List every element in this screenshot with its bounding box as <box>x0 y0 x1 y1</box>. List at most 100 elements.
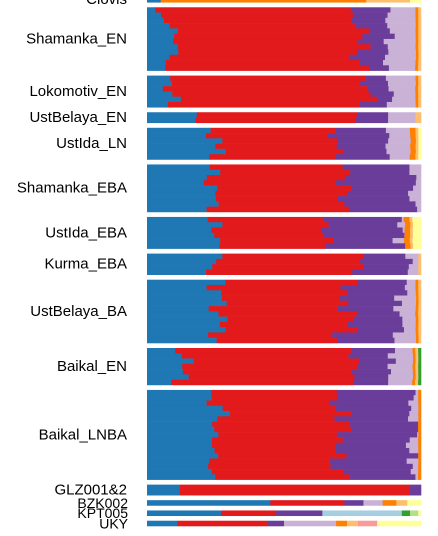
ancestry-segment <box>171 80 360 87</box>
ancestry-segment <box>206 400 331 407</box>
ancestry-segment <box>155 7 352 13</box>
ancestry-segment <box>193 358 360 365</box>
ancestry-segment <box>147 169 221 176</box>
ancestry-segment <box>222 253 365 260</box>
ancestry-segment <box>147 500 271 506</box>
ancestry-segment <box>415 389 419 396</box>
ancestry-segment <box>215 143 337 150</box>
ancestry-segment <box>147 238 221 244</box>
ancestry-segment <box>217 185 352 192</box>
ancestry-segment <box>415 80 419 87</box>
ancestry-segment <box>226 300 349 307</box>
ancestry-segment <box>356 311 400 317</box>
ancestry-segment <box>402 316 417 323</box>
ancestry-segment <box>227 316 354 323</box>
ancestry-segment <box>418 432 422 438</box>
ancestry-segment <box>405 253 419 260</box>
ancestry-segment <box>208 306 338 312</box>
ancestry-segment <box>147 54 170 61</box>
ancestry-segment <box>351 17 386 24</box>
ancestry-segment <box>388 112 416 118</box>
ancestry-segment <box>387 363 413 370</box>
ancestry-segment <box>207 216 324 223</box>
ancestry-segment <box>418 133 422 139</box>
ancestry-segment <box>342 164 410 171</box>
ancestry-segment <box>418 316 422 323</box>
population-label: UstIda_LN <box>56 135 127 152</box>
ancestry-segment <box>418 469 422 475</box>
ancestry-segment <box>415 75 419 82</box>
population-label: Shamanka_EBA <box>17 180 127 197</box>
ancestry-segment <box>147 65 166 71</box>
ancestry-segment <box>147 38 174 45</box>
ancestry-segment <box>415 369 419 375</box>
ancestry-segment <box>408 416 419 422</box>
ancestry-segment <box>147 253 223 260</box>
ancestry-segment <box>342 437 411 443</box>
ancestry-segment <box>417 426 422 433</box>
ancestry-segment <box>415 148 419 155</box>
ancestry-segment <box>418 295 422 302</box>
ancestry-segment <box>418 86 422 92</box>
ancestry-segment <box>410 133 416 139</box>
ancestry-segment <box>147 243 220 249</box>
ancestry-segment <box>418 458 422 465</box>
ancestry-segment <box>214 232 324 239</box>
ancestry-segment <box>418 253 422 260</box>
ancestry-segment <box>415 306 419 312</box>
ancestry-segment <box>391 369 414 375</box>
population-label: KPT005 <box>77 505 128 521</box>
ancestry-segment <box>415 332 419 339</box>
ancestry-segment <box>415 279 419 286</box>
ancestry-segment <box>418 91 422 97</box>
ancestry-segment <box>147 269 207 275</box>
ancestry-segment <box>165 60 361 66</box>
ancestry-segment <box>401 216 404 223</box>
ancestry-segment <box>147 279 226 286</box>
ancestry-segment <box>147 148 227 155</box>
ancestry-segment <box>161 12 354 19</box>
ancestry-segment <box>336 389 416 396</box>
ancestry-segment <box>336 143 386 150</box>
ancestry-segment <box>337 196 410 202</box>
ancestry-segment <box>196 112 358 118</box>
ancestry-segment <box>394 33 416 40</box>
ancestry-segment <box>147 510 222 517</box>
ancestry-segment <box>413 395 419 401</box>
ancestry-segment <box>409 447 419 454</box>
ancestry-segment <box>377 520 422 527</box>
population-block <box>147 0 422 3</box>
ancestry-segment <box>215 190 348 197</box>
ancestry-segment <box>407 500 422 506</box>
ancestry-segment <box>348 353 389 359</box>
ancestry-segment <box>211 437 344 443</box>
ancestry-segment <box>147 12 162 19</box>
population-label: GLZ001&2 <box>54 481 127 498</box>
ancestry-segment <box>336 180 417 186</box>
ancestry-segment <box>415 379 419 386</box>
ancestry-segment <box>416 295 419 302</box>
ancestry-segment <box>359 101 388 108</box>
ancestry-segment <box>209 458 330 465</box>
ancestry-segment <box>147 300 227 307</box>
ancestry-segment <box>327 133 390 139</box>
ancestry-segment <box>147 96 182 103</box>
ancestry-segment <box>215 196 339 202</box>
ancestry-segment <box>415 311 419 317</box>
ancestry-segment <box>418 416 422 422</box>
ancestry-segment <box>418 463 422 470</box>
ancestry-segment <box>410 243 414 249</box>
ancestry-segment <box>415 143 419 150</box>
ancestry-segment <box>147 284 207 291</box>
ancestry-segment <box>209 154 337 160</box>
ancestry-segment <box>147 421 213 428</box>
ancestry-segment <box>408 190 422 197</box>
ancestry-segment <box>386 101 416 108</box>
ancestry-segment <box>167 101 360 108</box>
population-block <box>147 112 422 124</box>
population-label: Shamanka_EN <box>26 30 127 47</box>
ancestry-segment <box>342 148 387 155</box>
ancestry-segment <box>275 510 323 517</box>
ancestry-segment <box>418 327 422 333</box>
ancestry-segment <box>415 12 419 19</box>
